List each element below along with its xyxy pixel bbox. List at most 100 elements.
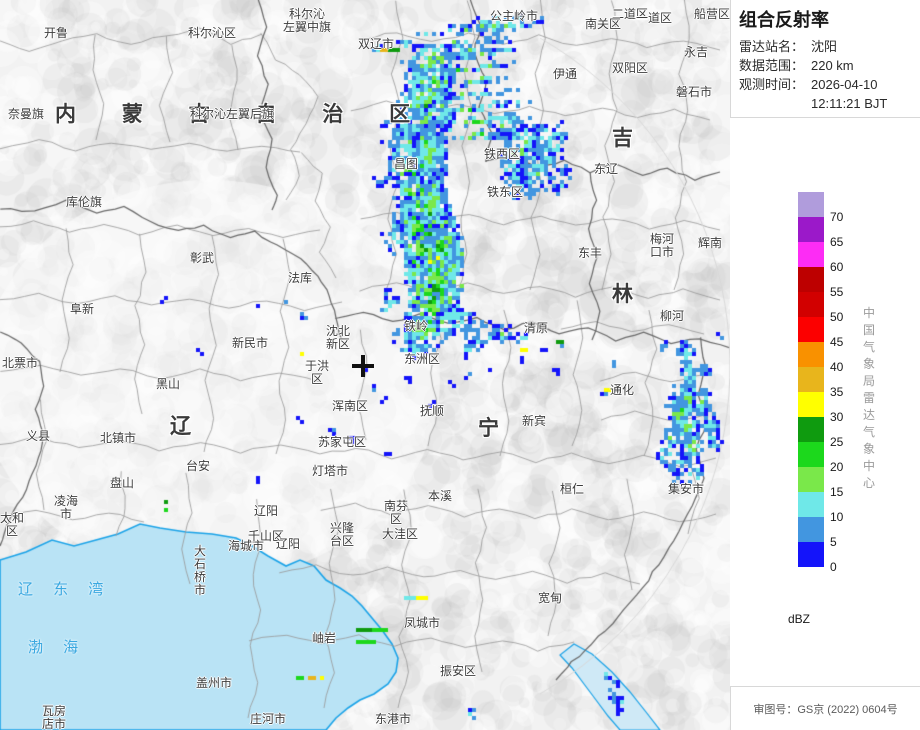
- city-label: 振安区: [440, 664, 477, 678]
- city-label: 伊通: [553, 67, 578, 81]
- city-label: 库伦旗: [66, 195, 103, 209]
- city-label: 东洲区: [404, 352, 441, 366]
- city-label: 昌图: [394, 157, 419, 171]
- colorbar-swatch: [798, 517, 824, 542]
- watermark-char: 中: [862, 306, 875, 320]
- colorbar-unit-label: dBZ: [788, 612, 811, 626]
- colorbar-swatch: [798, 442, 824, 467]
- sea-label: 辽 东 湾: [18, 581, 112, 598]
- city-label: 新宾: [522, 414, 547, 428]
- colorbar-swatch: [798, 242, 824, 267]
- info-row-station: 雷达站名： 沈阳: [739, 37, 920, 56]
- city-label: 集安市: [668, 482, 705, 496]
- watermark-char: 雷: [862, 391, 875, 405]
- city-label: 灯塔市: [312, 464, 349, 478]
- colorbar-swatch: [798, 267, 824, 292]
- info-row-time: 观测时间： 2026-04-10: [739, 75, 920, 94]
- colorbar-tick-label: 70: [830, 210, 844, 224]
- city-label: 千山区: [248, 529, 285, 543]
- city-label: 辽阳: [276, 537, 301, 551]
- city-label: 瓦房 店市: [42, 704, 67, 730]
- city-label: 沈北 新区: [326, 324, 351, 351]
- colorbar-tick-label: 10: [830, 510, 844, 524]
- city-label: 铁西区: [484, 147, 521, 161]
- colorbar-swatch: [798, 367, 824, 392]
- city-label: 梅河 口市: [650, 232, 675, 259]
- colorbar-tick-label: 50: [830, 310, 844, 324]
- colorbar-swatch: [798, 217, 824, 242]
- province-label: 林: [612, 283, 633, 306]
- station-value: 沈阳: [811, 39, 838, 54]
- watermark-char: 象: [862, 357, 875, 371]
- city-label: 法库: [288, 271, 313, 285]
- colorbar-swatch: [798, 342, 824, 367]
- info-row-range: 数据范围： 220 km: [739, 56, 920, 75]
- agency-watermark: 中国气象局雷达气象中心: [858, 305, 880, 492]
- city-label: 南芬 区: [384, 499, 409, 526]
- time-label: 观测时间：: [739, 77, 805, 92]
- city-label: 科尔沁 左翼中旗: [283, 7, 332, 34]
- city-label: 东辽: [594, 162, 619, 176]
- city-label: 科尔沁区: [188, 26, 237, 40]
- colorbar-tick-label: 30: [830, 410, 844, 424]
- city-label: 铁东区: [487, 185, 524, 199]
- watermark-char: 心: [862, 476, 875, 490]
- colorbar-swatch: [798, 492, 824, 517]
- city-label: 黑山: [156, 377, 181, 391]
- city-label: 苏家屯区: [318, 435, 367, 449]
- city-label: 宽甸: [538, 591, 563, 605]
- province-label: 辽: [170, 415, 191, 438]
- radar-map-panel[interactable]: 辽 东 湾渤 海 内 蒙 古 自 治 区吉林辽 宁 开鲁 科尔沁区 科尔沁 左翼中旗 双辽市…: [0, 0, 730, 730]
- city-label: 凤城市: [404, 616, 441, 630]
- city-label: 抚顺: [420, 404, 445, 418]
- city-label: 通化: [610, 383, 635, 397]
- colorbar-swatch: [798, 467, 824, 492]
- city-label: 义县: [26, 429, 51, 443]
- city-label: 本溪: [428, 489, 453, 503]
- city-label: 二道区: [612, 7, 649, 21]
- city-label: 海城市: [228, 539, 265, 553]
- watermark-char: 中: [862, 459, 875, 473]
- colorbar-swatch: [798, 292, 824, 317]
- city-label: 辉南: [698, 236, 723, 250]
- time-value-clock: 12:11:21 BJT: [811, 96, 888, 111]
- sidebar: 组合反射率 雷达站名： 沈阳 数据范围： 220 km 观测时间： 2026-0…: [730, 0, 920, 730]
- colorbar-tick-label: 60: [830, 260, 844, 274]
- colorbar-tick-label: 20: [830, 460, 844, 474]
- city-label: 台安: [186, 459, 211, 473]
- range-label: 数据范围：: [739, 58, 805, 73]
- province-label: 内 蒙 古 自 治 区: [55, 103, 431, 126]
- city-label: 奈曼旗: [8, 107, 45, 121]
- colorbar-tick-label: 25: [830, 435, 844, 449]
- colorbar-swatch: [798, 542, 824, 567]
- city-label: 辽阳: [254, 504, 279, 518]
- city-label: 北票市: [2, 356, 39, 370]
- city-label: 南关区: [585, 17, 622, 31]
- city-label: 彰武: [190, 251, 215, 265]
- colorbar-tick-label: 40: [830, 360, 844, 374]
- city-label: 一道区: [636, 11, 673, 25]
- colorbar-tick-label: 0: [830, 560, 837, 574]
- city-label: 盖州市: [196, 676, 233, 690]
- city-label: 浑南区: [332, 399, 369, 413]
- province-label: 吉: [612, 127, 633, 150]
- radar-site-marker-icon: [352, 355, 374, 377]
- time-value-date: 2026-04-10: [811, 77, 878, 92]
- city-label: 柳河: [660, 309, 685, 323]
- colorbar-swatch: [798, 192, 824, 217]
- city-label: 双阳区: [612, 61, 649, 75]
- colorbar-tick-label: 5: [830, 535, 837, 549]
- city-label: 于洪 区: [305, 359, 330, 386]
- map-approval-number: 审图号：GS京 (2022) 0604号: [753, 703, 898, 716]
- colorbar-swatch: [798, 317, 824, 342]
- city-label: 岫岩: [312, 631, 337, 645]
- sea-label: 渤 海: [28, 639, 87, 656]
- dbz-colorbar: 70 65 60 55 50 45 40 35 30 25 20 15 10 5 0: [798, 192, 843, 574]
- watermark-char: 局: [862, 374, 875, 388]
- watermark-char: 国: [862, 323, 875, 337]
- city-label: 公主岭市: [490, 9, 539, 23]
- city-label: 清原: [524, 321, 549, 335]
- city-label: 兴隆 台区: [330, 521, 355, 548]
- city-label: 船营区: [694, 7, 730, 21]
